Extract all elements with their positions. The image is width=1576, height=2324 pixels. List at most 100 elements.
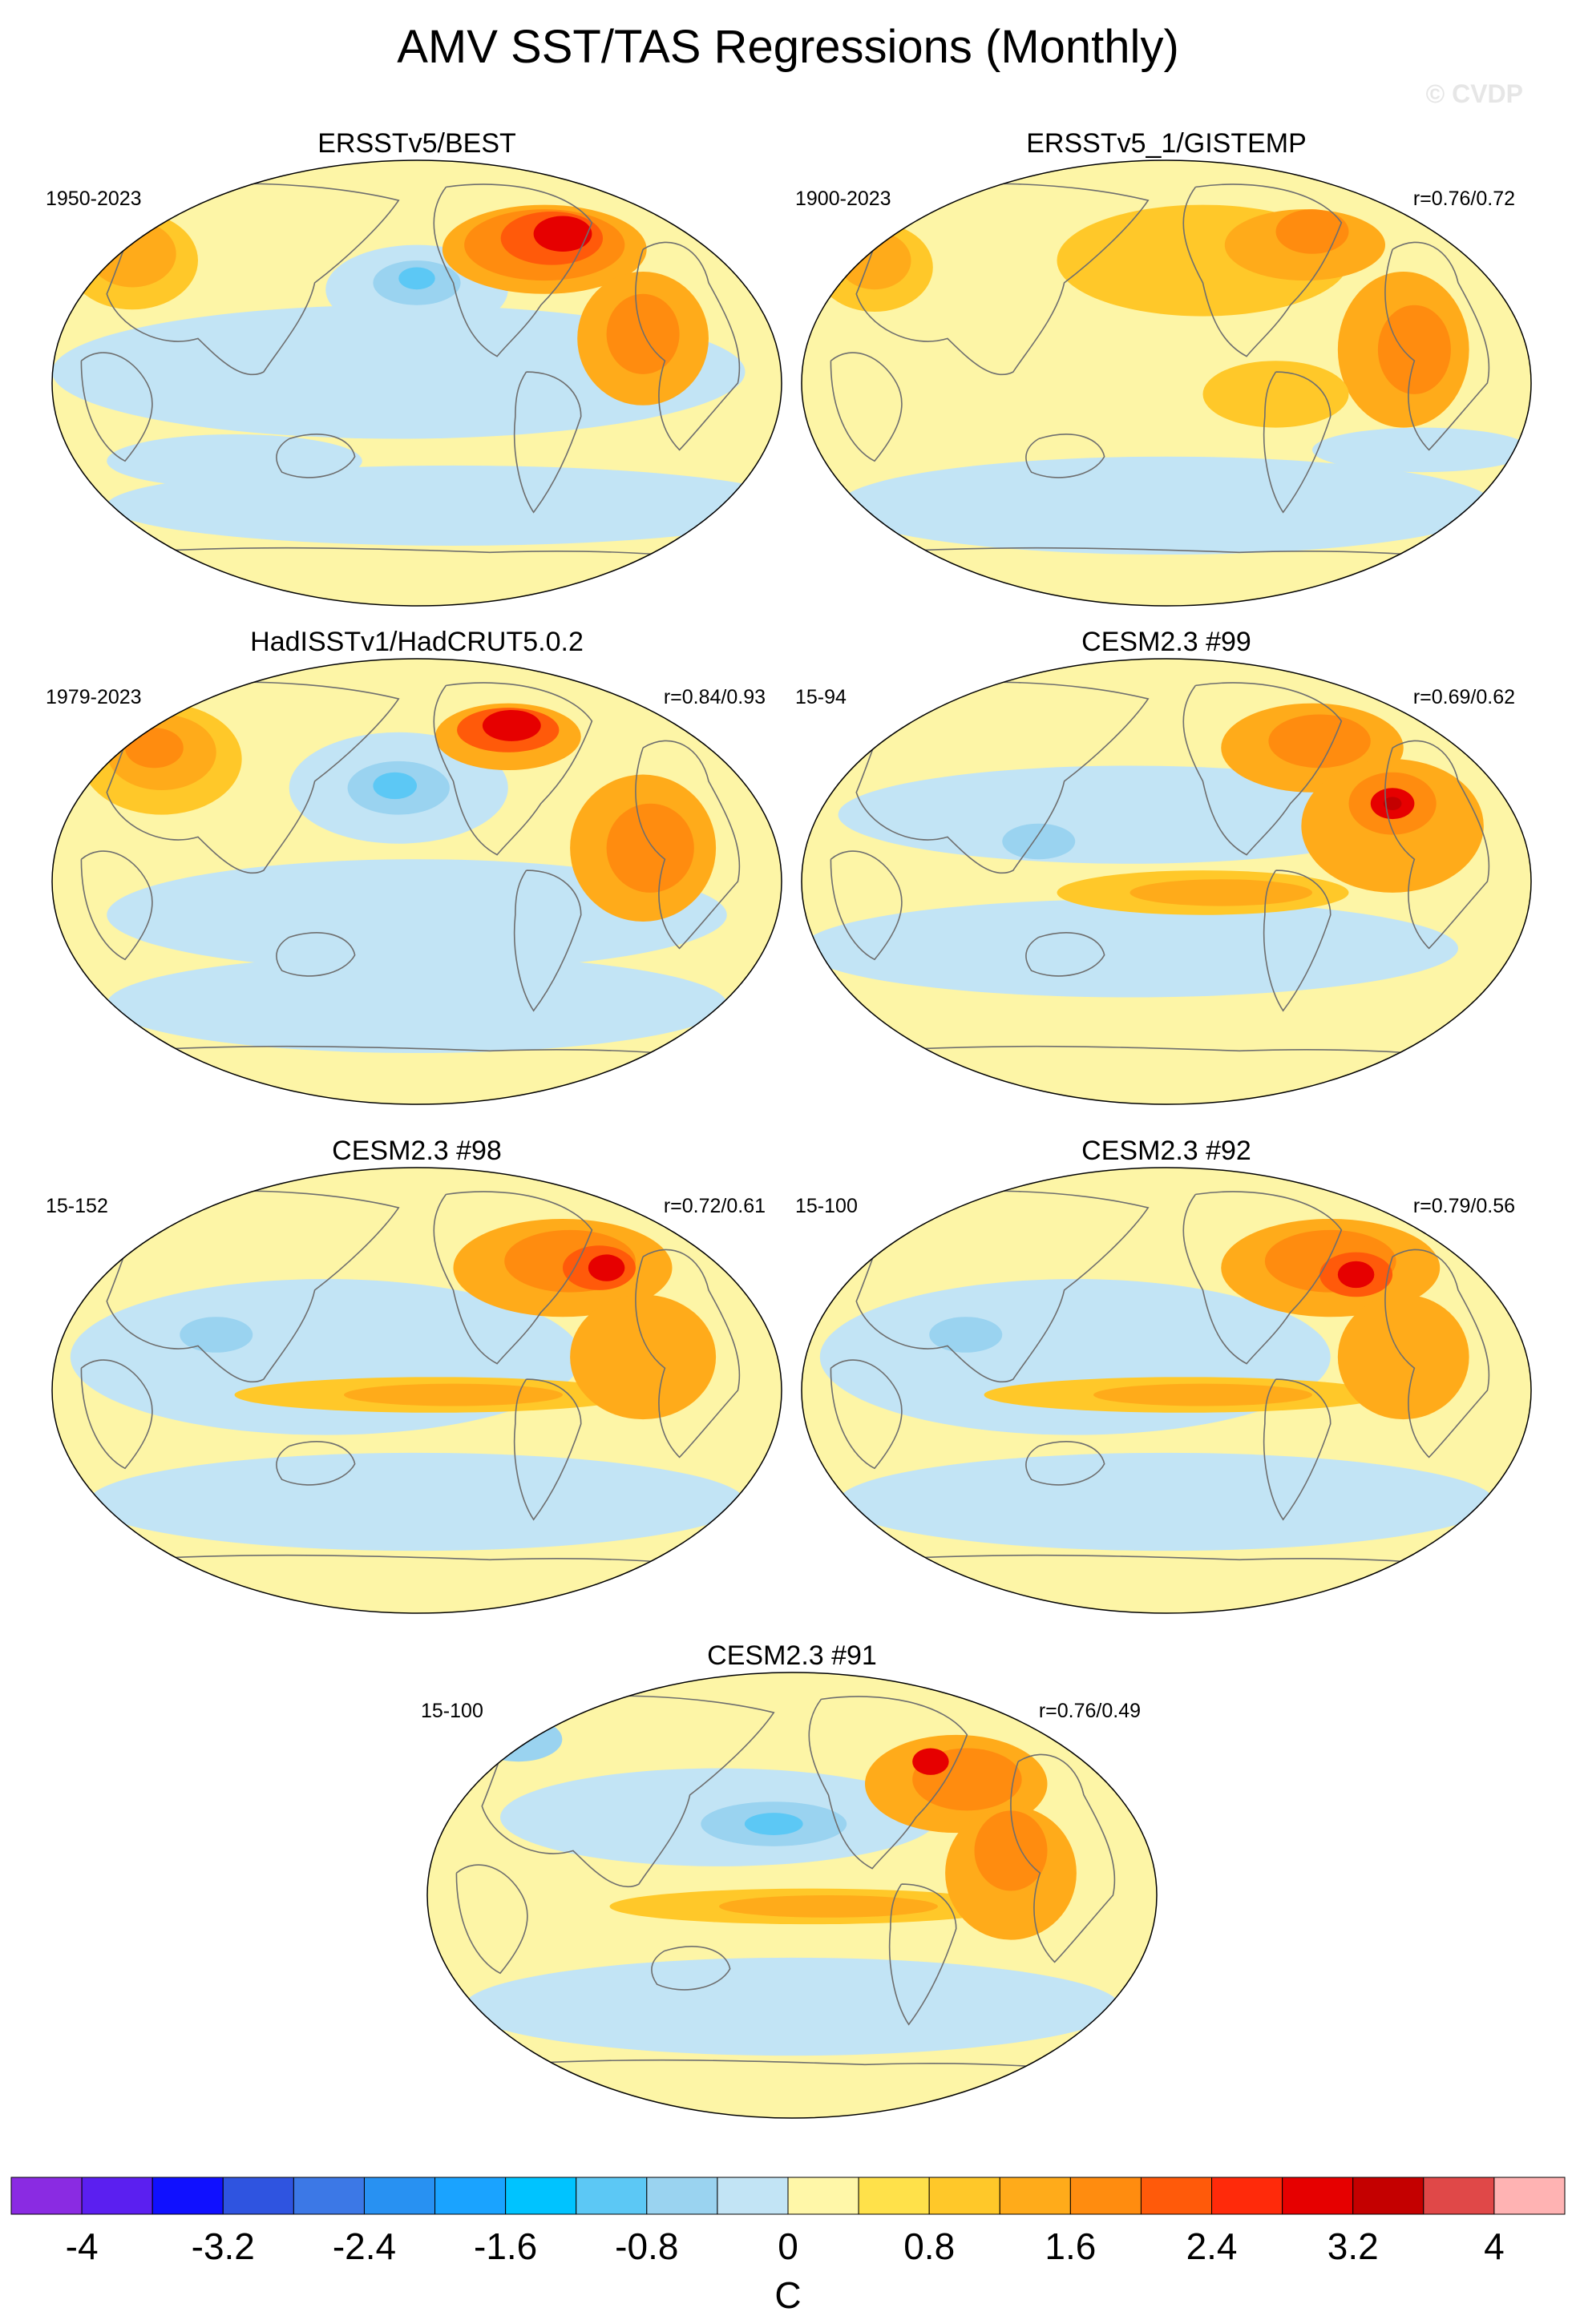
coastline: [434, 184, 592, 357]
panel-period: 15-100: [421, 1700, 483, 1722]
colorbar-swatch: [1423, 2177, 1495, 2215]
coastline: [434, 683, 592, 855]
anomaly-contour: [1383, 797, 1402, 811]
colorbar-tick-label: -4: [66, 2225, 99, 2267]
panel-title: CESM2.3 #99: [1081, 627, 1251, 657]
anomaly-contour: [463, 1957, 1121, 2056]
cvdp-watermark: © CVDP: [1426, 79, 1523, 108]
anomaly-contour: [475, 1717, 563, 1762]
map-panel: CESM2.3 #91 15-100 r=0.76/0.49: [421, 1640, 1158, 2119]
coastline: [81, 1360, 152, 1468]
colorbar: -4 -3.2 -2.4 -1.6 -0.8 0 0.8 1.6 2.4 3.2 4 C: [10, 2177, 1566, 2316]
anomaly-contour: [588, 1254, 625, 1281]
map-border: [426, 1672, 1158, 2119]
colorbar-tick-label: 0: [778, 2225, 798, 2267]
colorbar-swatch: [10, 2177, 83, 2215]
coastline: [1026, 1442, 1105, 1485]
coastline: [107, 1191, 398, 1382]
colorbar-swatch: [1140, 2177, 1213, 2215]
anomaly-contour: [482, 709, 541, 741]
panel-correlation: r=0.76/0.72: [1413, 188, 1515, 210]
anomaly-contour: [533, 216, 592, 252]
colorbar-swatch: [717, 2177, 789, 2215]
colorbar-swatch: [434, 2177, 507, 2215]
coastline: [809, 1697, 967, 1869]
map-border: [801, 1167, 1532, 1614]
coastline: [277, 1442, 355, 1485]
colorbar-swatch: [787, 2177, 859, 2215]
anomaly-contour: [838, 456, 1495, 555]
coastline: [1183, 184, 1341, 357]
panel-title: ERSSTv5/BEST: [317, 128, 516, 159]
map-border: [51, 658, 782, 1105]
anomaly-contour: [344, 1383, 563, 1406]
map-panel: ERSSTv5/BEST 1950-2023: [46, 128, 782, 607]
colorbar-tick-label: -1.6: [474, 2225, 537, 2267]
coastline: [830, 851, 902, 959]
anomaly-contour: [489, 1723, 526, 1746]
panel-period: 1979-2023: [46, 686, 142, 708]
colorbar-swatch: [1211, 2177, 1283, 2215]
coastline: [1026, 933, 1105, 976]
anomaly-field: [52, 184, 782, 566]
colorbar-tick-label: -2.4: [333, 2225, 396, 2267]
colorbar-swatch: [858, 2177, 930, 2215]
colorbar-swatch: [505, 2177, 577, 2215]
map-border: [51, 159, 782, 607]
coastline: [636, 242, 739, 450]
anomaly-contour: [1202, 361, 1349, 428]
anomaly-contour: [1337, 1261, 1375, 1289]
coastline: [1385, 242, 1489, 450]
coastline: [1385, 740, 1489, 948]
colorbar-swatch: [363, 2177, 436, 2215]
anomaly-contour: [838, 231, 911, 290]
coastline: [1264, 1379, 1331, 1519]
coastline: [1264, 870, 1331, 1011]
anomaly-contour: [1268, 714, 1371, 769]
anomaly-contour: [974, 1810, 1048, 1891]
panel-period: 15-94: [795, 686, 847, 708]
coastline: [856, 1191, 1148, 1382]
panel-correlation: r=0.72/0.61: [664, 1195, 766, 1217]
panel-correlation: r=0.69/0.62: [1413, 686, 1515, 708]
colorbar-swatch: [81, 2177, 153, 2215]
coastline: [1011, 1754, 1114, 1962]
anomaly-contour: [1002, 823, 1076, 860]
colorbar-swatch: [1493, 2177, 1566, 2215]
coastline: [890, 1884, 956, 2024]
coastline: [107, 682, 398, 873]
map-panels: ERSSTv5/BEST 1950-2023 ERSSTv5_1/GISTEMP 19…: [46, 128, 1532, 2119]
map-border: [801, 658, 1532, 1105]
anomaly-contour: [912, 1748, 949, 1775]
anomaly-contour: [88, 1452, 746, 1551]
coastline: [652, 1947, 730, 1990]
anomaly-contour: [107, 954, 727, 1054]
anomaly-contour: [1275, 209, 1349, 254]
coastline: [434, 1192, 592, 1364]
anomaly-contour: [88, 220, 176, 288]
anomaly-contour: [838, 1452, 1495, 1551]
coastline: [515, 1379, 581, 1519]
anomaly-contour: [606, 803, 694, 893]
anomaly-contour: [744, 1813, 803, 1835]
coastline: [636, 740, 739, 948]
colorbar-tick-label: -3.2: [192, 2225, 255, 2267]
colorbar-swatch: [293, 2177, 365, 2215]
anomaly-contour: [606, 293, 680, 374]
anomaly-contour: [373, 772, 417, 800]
coastline: [830, 1360, 902, 1468]
panel-title: CESM2.3 #92: [1081, 1136, 1251, 1166]
anomaly-contour: [570, 1294, 717, 1420]
colorbar-tick-label: -0.8: [615, 2225, 678, 2267]
panel-period: 15-100: [795, 1195, 858, 1217]
anomaly-field: [816, 184, 1531, 566]
colorbar-swatch: [999, 2177, 1071, 2215]
map-panel: CESM2.3 #92 15-100 r=0.79/0.56: [795, 1136, 1532, 1614]
anomaly-contour: [398, 267, 435, 290]
colorbar-swatch: [1282, 2177, 1354, 2215]
coastline: [1183, 683, 1341, 855]
map-border: [801, 159, 1532, 607]
panel-correlation: r=0.84/0.93: [664, 686, 766, 708]
coastline: [1183, 1192, 1341, 1364]
anomaly-field: [71, 682, 764, 1064]
